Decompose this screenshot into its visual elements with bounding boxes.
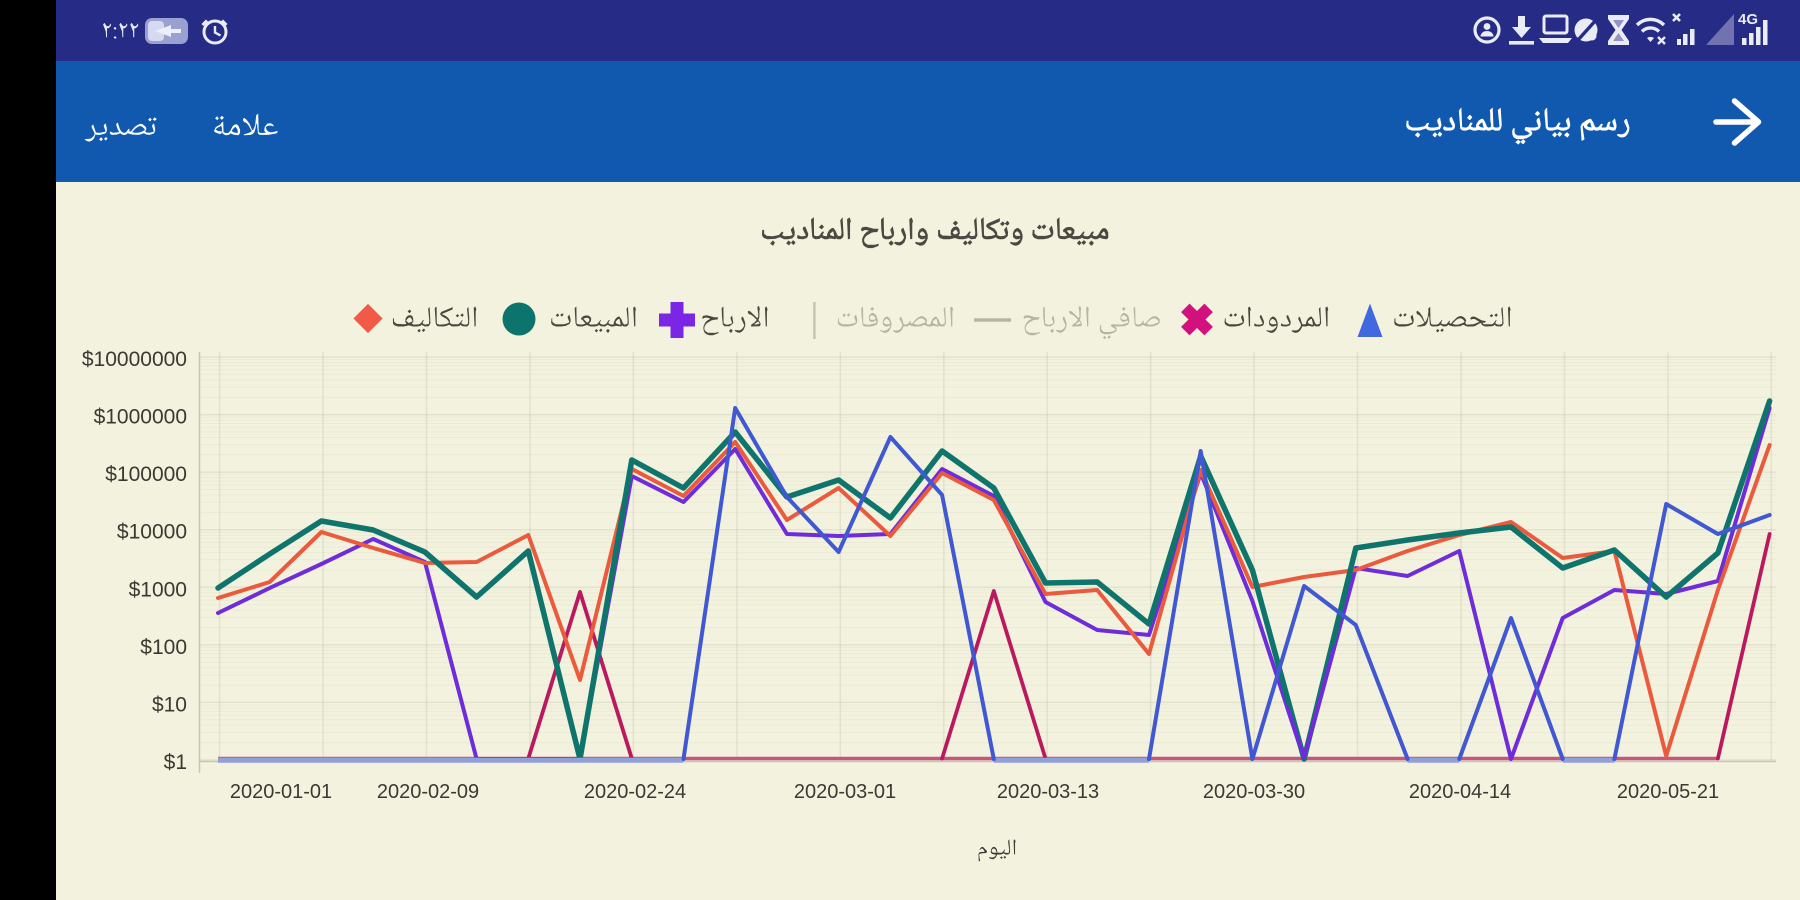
svg-text:$10: $10 (152, 693, 187, 716)
svg-text:2020-04-14: 2020-04-14 (1409, 781, 1511, 803)
svg-text:2020-02-24: 2020-02-24 (584, 781, 686, 803)
svg-text:2020-05-21: 2020-05-21 (1617, 781, 1719, 803)
svg-text:4G: 4G (1738, 11, 1758, 28)
svg-text:$100000: $100000 (105, 463, 187, 486)
svg-text:2020-03-13: 2020-03-13 (997, 781, 1099, 803)
svg-text:2020-02-09: 2020-02-09 (377, 781, 479, 803)
svg-text:$1: $1 (164, 751, 187, 774)
svg-text:2020-03-30: 2020-03-30 (1203, 781, 1305, 803)
svg-text:$10000000: $10000000 (82, 348, 187, 371)
svg-text:2020-03-01: 2020-03-01 (794, 781, 896, 803)
svg-text:$1000000: $1000000 (94, 406, 187, 429)
svg-text:$1000: $1000 (129, 578, 187, 601)
svg-text:2020-01-01: 2020-01-01 (230, 781, 332, 803)
svg-text:$10000: $10000 (117, 521, 187, 544)
svg-text:$100: $100 (140, 636, 187, 659)
